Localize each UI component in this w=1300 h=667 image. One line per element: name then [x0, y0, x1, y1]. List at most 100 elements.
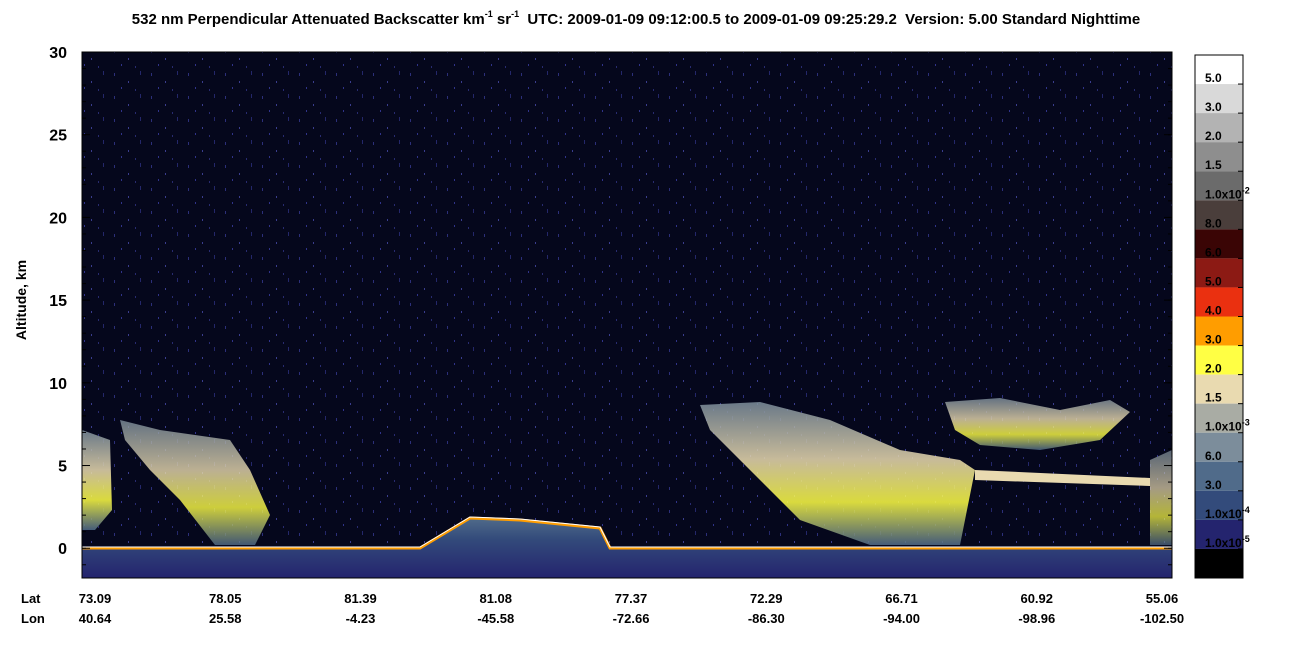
y-tick-label: 10 — [49, 376, 67, 393]
colorbar-label: 1.5 — [1205, 391, 1222, 405]
colorbar-segment — [1195, 490, 1243, 520]
x-tick-label: -72.66 — [613, 611, 650, 626]
colorbar-label-text: 3.0 — [1205, 100, 1222, 114]
y-tick-label: 25 — [49, 128, 67, 145]
chart-title: 532 nm Perpendicular Attenuated Backscat… — [132, 9, 1140, 28]
x-tick-label: 55.06 — [1146, 591, 1179, 606]
colorbar-label-text: 5.0 — [1205, 71, 1222, 85]
cloud — [700, 402, 975, 545]
colorbar-label: 3.0 — [1205, 100, 1222, 114]
x-tick-label: 77.37 — [615, 591, 648, 606]
colorbar-label: 1.0x10-5 — [1205, 534, 1250, 550]
colorbar-label: 2.0 — [1205, 129, 1222, 143]
title-text: 532 nm Perpendicular Attenuated Backscat… — [132, 11, 485, 28]
x-tick-label: 72.29 — [750, 591, 783, 606]
x-tick-label: 81.39 — [344, 591, 377, 606]
colorbar-label-text: 6.0 — [1205, 245, 1222, 259]
colorbar-segment — [1195, 113, 1243, 143]
colorbar-label-text: 1.5 — [1205, 391, 1222, 405]
colorbar-segment — [1195, 316, 1243, 346]
x-tick-label: 60.92 — [1020, 591, 1053, 606]
colorbar-segment — [1195, 519, 1243, 549]
x-tick-label: 40.64 — [79, 611, 112, 626]
colorbar-segment — [1195, 200, 1243, 230]
x-tick-label: -102.50 — [1140, 611, 1184, 626]
colorbar-label: 6.0 — [1205, 449, 1222, 463]
colorbar-segment — [1195, 374, 1243, 404]
colorbar-label: 1.0x10-4 — [1205, 505, 1250, 521]
colorbar-label-text: 2.0 — [1205, 362, 1222, 376]
colorbar-label-text: 1.0x10 — [1205, 420, 1242, 434]
colorbar-label-superscript: -4 — [1242, 505, 1250, 515]
x-tick-label: -4.23 — [346, 611, 376, 626]
cloud — [945, 398, 1130, 450]
colorbar-label: 8.0 — [1205, 216, 1222, 230]
colorbar-segment — [1195, 461, 1243, 491]
x-tick-label: -86.30 — [748, 611, 785, 626]
colorbar-label-text: 3.0 — [1205, 333, 1222, 347]
colorbar-segment — [1195, 84, 1243, 114]
cloud — [1150, 450, 1172, 545]
colorbar-segment — [1195, 403, 1243, 433]
colorbar-label: 5.0 — [1205, 274, 1222, 288]
y-tick-label: 15 — [49, 293, 67, 310]
colorbar-segment — [1195, 142, 1243, 172]
colorbar-label-text: 1.0x10 — [1205, 536, 1242, 550]
colorbar-label: 6.0 — [1205, 245, 1222, 259]
colorbar-label-text: 3.0 — [1205, 478, 1222, 492]
colorbar-label: 3.0 — [1205, 333, 1222, 347]
colorbar-segment — [1195, 55, 1243, 85]
title-superscript: -1 — [485, 9, 493, 19]
colorbar-label: 3.0 — [1205, 478, 1222, 492]
x-tick-label: 81.08 — [479, 591, 512, 606]
plot-frame — [81, 51, 1173, 579]
x-tick-label: 66.71 — [885, 591, 918, 606]
colorbar-segment — [1195, 548, 1243, 578]
colorbar-segment — [1195, 258, 1243, 288]
colorbar-segment — [1195, 171, 1243, 201]
colorbar-label-superscript: -3 — [1242, 418, 1250, 428]
colorbar-segment — [1195, 287, 1243, 317]
colorbar-label-text: 4.0 — [1205, 304, 1222, 318]
colorbar-label-text: 6.0 — [1205, 449, 1222, 463]
colorbar-segment — [1195, 432, 1243, 462]
backscatter-curtain — [82, 52, 1172, 578]
colorbar-label-superscript: -5 — [1242, 534, 1250, 544]
colorbar-label: 5.0 — [1205, 71, 1222, 85]
colorbar-label: 1.0x10-3 — [1205, 418, 1250, 434]
x-tick-label: 73.09 — [79, 591, 112, 606]
title-text: UTC: 2009-01-09 09:12:00.5 to 2009-01-09… — [519, 11, 1140, 28]
colorbar-label: 1.0x10-2 — [1205, 185, 1250, 201]
colorbar-label: 1.5 — [1205, 158, 1222, 172]
y-tick-label: 30 — [49, 45, 67, 62]
y-tick-label: 5 — [58, 459, 67, 476]
x-tick-label: -45.58 — [477, 611, 514, 626]
x-row-name: Lon — [21, 611, 45, 626]
y-axis-label: Altitude, km — [13, 260, 29, 340]
colorbar-segment — [1195, 229, 1243, 259]
x-tick-label: 78.05 — [209, 591, 242, 606]
y-tick-label: 20 — [49, 210, 67, 227]
x-tick-label: -98.96 — [1018, 611, 1055, 626]
colorbar-label-text: 1.0x10 — [1205, 187, 1242, 201]
surface-return — [82, 516, 1172, 548]
colorbar-label-text: 5.0 — [1205, 274, 1222, 288]
colorbar-label-text: 8.0 — [1205, 216, 1222, 230]
colorbar-segment — [1195, 345, 1243, 375]
x-tick-label: -94.00 — [883, 611, 920, 626]
colorbar-label-text: 1.0x10 — [1205, 507, 1242, 521]
cloud — [120, 420, 270, 545]
title-superscript: -1 — [511, 9, 519, 19]
title-text: sr — [493, 11, 512, 28]
background — [82, 52, 1172, 578]
colorbar-label: 2.0 — [1205, 362, 1222, 376]
x-tick-label: 25.58 — [209, 611, 242, 626]
x-row-name: Lat — [21, 591, 41, 606]
colorbar-label-superscript: -2 — [1242, 185, 1250, 195]
y-tick-label: 0 — [58, 541, 67, 558]
colorbar-label-text: 1.5 — [1205, 158, 1222, 172]
colorbar-label: 4.0 — [1205, 304, 1222, 318]
cloud-layer — [975, 470, 1150, 486]
